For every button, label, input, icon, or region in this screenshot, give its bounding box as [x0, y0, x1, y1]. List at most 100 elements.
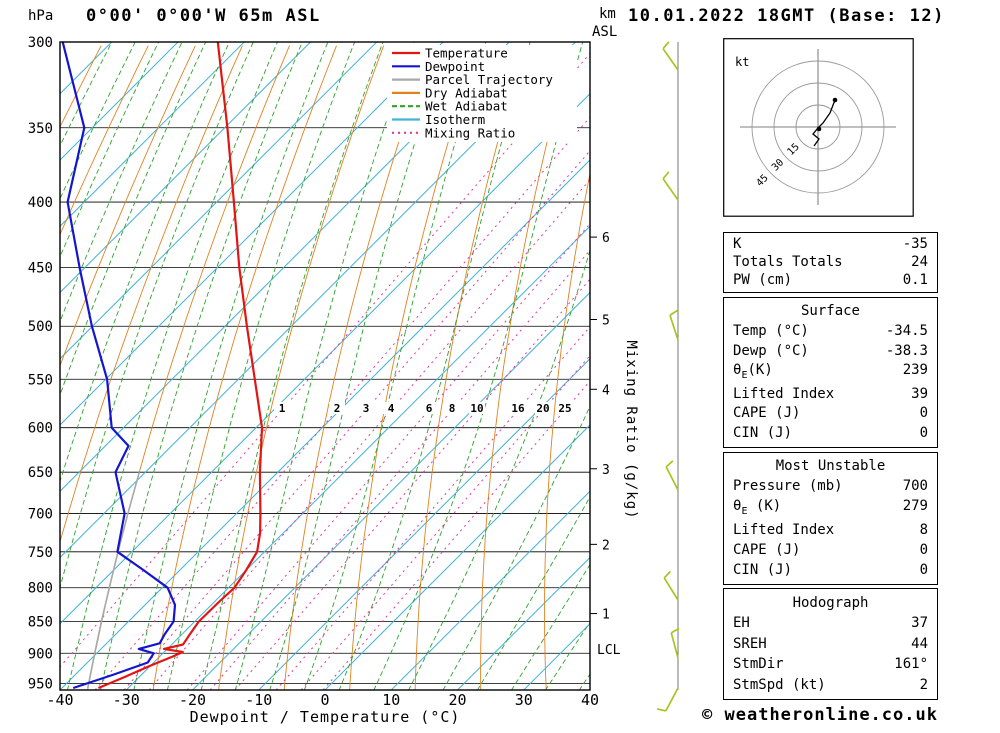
- stat-row: PW (cm) 0.1: [724, 273, 937, 288]
- km-axis-label: km: [599, 6, 616, 22]
- stat-row: Lifted Index 8: [724, 523, 937, 538]
- stat-value: 8: [919, 521, 928, 538]
- stat-value: 0: [919, 405, 928, 422]
- mixing-label-bg: [274, 402, 290, 414]
- wind-barb-tick: [665, 460, 674, 468]
- stat-value: 161°: [894, 656, 928, 673]
- wet-adiabat-line: [303, 42, 487, 690]
- pressure-tick-label: 450: [28, 261, 53, 277]
- wind-barb-tick: [663, 570, 671, 579]
- stat-row: StmSpd (kt) 2: [724, 676, 937, 693]
- stat-value: 239: [902, 362, 928, 379]
- wet-adiabat-line: [60, 42, 136, 200]
- wet-adiabat-line: [67, 42, 278, 690]
- hodograph-ring: [795, 104, 841, 150]
- stat-value: 44: [911, 635, 928, 652]
- hodograph-ring-label: 45: [754, 173, 770, 189]
- isotherm-line: [60, 159, 590, 690]
- stat-label: StmSpd (kt): [733, 676, 826, 693]
- isotherm-line: [60, 42, 179, 161]
- km-tick-label: 1: [602, 608, 610, 623]
- mixing-ratio-label: 20: [536, 402, 549, 415]
- stat-label: StmDir: [733, 656, 784, 673]
- temperature-tick-label: 0: [320, 691, 329, 709]
- mixing-label-bg: [329, 402, 345, 414]
- isotherm-line: [60, 42, 311, 294]
- theta-e-subscript: E: [741, 506, 748, 518]
- stat-label: Temp (°C): [733, 322, 809, 339]
- skewt-chart: 1 2 3 4 6 8 10 16 20 25TemperatureDewpointParcel …: [28, 35, 680, 712]
- legend-label: Temperature: [425, 46, 508, 61]
- footer-credit: © weatheronline.co.uk: [702, 705, 938, 725]
- stat-label: Dewp (°C): [733, 342, 809, 359]
- stat-row: Lifted Index 39: [724, 386, 937, 402]
- wind-barb-tick: [669, 309, 678, 316]
- mixing-ratio-label: 1: [279, 402, 286, 415]
- mixing-label-bg: [444, 402, 460, 414]
- stat-label: Pressure (mb): [733, 478, 843, 495]
- stat-row: Temp (°C) -34.5: [724, 324, 937, 339]
- wind-barb-tick: [670, 627, 680, 634]
- asl-axis-label: ASL: [592, 24, 618, 40]
- dry-adiabat-line: [218, 45, 385, 690]
- stat-row: θE(K) 239: [724, 363, 937, 381]
- isotherm-line: [324, 424, 590, 690]
- pressure-unit-label: hPa: [28, 8, 54, 24]
- pressure-tick-label: 750: [28, 545, 53, 561]
- stat-value: 2: [919, 676, 928, 693]
- hodograph-border: [723, 38, 914, 217]
- isotherm-line: [60, 93, 590, 625]
- mixing-label-bg: [358, 402, 374, 414]
- stats-panel: Surface Temp (°C) -34.5 Dewp (°C) -38.3 θE(K)…: [723, 297, 938, 448]
- stat-value: 0: [919, 425, 928, 442]
- wind-barb-staff: [662, 178, 679, 201]
- hodograph-trace-dot: [832, 97, 838, 103]
- stats-panel: K -35 Totals Totals 24 PW (cm) 0.1: [723, 232, 938, 293]
- pressure-axis: 300 350 400 450 500 550 600 650 700 750 800 850 900 9…: [28, 35, 53, 692]
- stat-value: 24: [911, 254, 928, 271]
- dry-adiabat-line: [349, 45, 479, 690]
- temperature-tick-label: 20: [448, 691, 466, 709]
- stat-value: 279: [902, 498, 928, 515]
- dry-adiabat-line: [87, 45, 290, 690]
- wind-barb-column: [656, 41, 680, 712]
- temperature-tick-label: 30: [515, 691, 533, 709]
- wind-barb-staff: [665, 466, 679, 491]
- hodograph-ring-label: 15: [786, 142, 802, 158]
- legend-label: Dewpoint: [425, 59, 485, 74]
- dry-adiabat-line: [60, 45, 243, 544]
- hodograph-ring: [751, 60, 885, 194]
- pressure-tick-label: 550: [28, 372, 53, 388]
- isotherm-line: [456, 556, 590, 690]
- theta-e-subscript: E: [741, 370, 748, 382]
- dry-adiabat-line: [544, 171, 590, 690]
- stat-row: CIN (J) 0: [724, 426, 937, 441]
- stat-row: EH 37: [724, 616, 937, 631]
- stats-panel: Most Unstable Pressure (mb) 700 θE (K) 279 Li…: [723, 452, 938, 585]
- stat-label: CAPE (J): [733, 405, 801, 422]
- isotherm-line: [258, 358, 590, 690]
- legend-label: Isotherm: [425, 112, 485, 127]
- wind-barb-tick: [656, 708, 666, 712]
- x-axis-caption: Dewpoint / Temperature (°C): [189, 708, 461, 726]
- pressure-tick-label: 800: [28, 581, 53, 597]
- stat-value: 0: [919, 561, 928, 578]
- wet-adiabat-line: [60, 42, 160, 258]
- mixing-ratio-label: 2: [334, 402, 341, 415]
- stats-panel: Hodograph EH 37 SREH 44 StmDir 161° StmSpd (kt)…: [723, 588, 938, 700]
- wet-adiabat-line: [133, 42, 329, 690]
- km-axis: 6 5 4 3 2 1 LCL: [590, 231, 621, 658]
- isotherm-line: [60, 42, 113, 95]
- temperature-curve: [97, 42, 264, 690]
- hodograph-trace-dot: [816, 126, 822, 132]
- wet-adiabat-line: [373, 42, 584, 690]
- km-tick-label: 4: [602, 383, 610, 398]
- km-tick-label: 3: [602, 463, 610, 478]
- wet-adiabat-line: [234, 42, 415, 690]
- mixing-ratio-labels: 1 2 3 4 6 8 10 16 20 25: [274, 402, 573, 415]
- temperature-axis: -40 -30 -20 -10 0 10 20 30 40: [46, 691, 599, 709]
- temperature-tick-label: 10: [382, 691, 400, 709]
- isotherm-line: [125, 225, 590, 690]
